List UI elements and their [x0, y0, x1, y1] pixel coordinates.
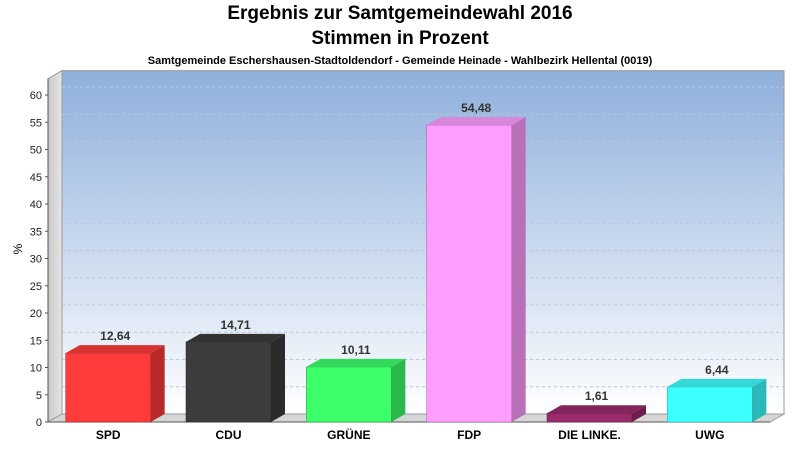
x-tick-label: GRÜNE	[327, 427, 370, 442]
bar-side	[752, 378, 767, 422]
plot-background	[61, 70, 785, 415]
bar-side	[511, 117, 526, 423]
chart-subtitle: Stimmen in Prozent	[311, 28, 489, 49]
y-tick-label: 35	[30, 226, 42, 238]
bar-side	[271, 333, 285, 422]
chart-title: Ergebnis zur Samtgemeindewahl 2016	[227, 3, 573, 24]
y-tick-label: 30	[30, 254, 42, 266]
data-label: 6,44	[705, 363, 729, 377]
bar-top	[547, 405, 646, 414]
bar	[546, 405, 646, 423]
bar	[306, 358, 406, 423]
x-tick-label: CDU	[216, 428, 242, 442]
y-tick-label: 10	[30, 363, 42, 375]
x-tick-label: SPD	[96, 428, 121, 442]
bar	[65, 345, 165, 423]
data-label: 54,48	[461, 101, 491, 115]
bar-top	[65, 345, 165, 354]
plot-left-wall	[47, 69, 63, 423]
data-label: 1,61	[585, 389, 609, 403]
bar-side	[632, 405, 646, 422]
y-tick-label: 40	[30, 199, 42, 211]
bar-front	[426, 124, 512, 423]
y-tick-label: 5	[36, 390, 42, 402]
bar	[185, 333, 285, 423]
y-tick-label: 20	[30, 308, 42, 320]
y-tick-label: 50	[30, 145, 42, 157]
y-tick-label: 25	[30, 281, 42, 293]
y-tick-label: 45	[30, 172, 42, 184]
bar-front	[546, 412, 633, 423]
y-tick-label: 0	[36, 417, 42, 429]
y-tick-label: 55	[30, 117, 42, 129]
bar-front	[185, 341, 272, 423]
y-axis-label: %	[11, 243, 25, 254]
chart-caption: Samtgemeinde Eschershausen-Stadtoldendor…	[147, 55, 653, 67]
bar-top	[426, 117, 526, 126]
x-tick-label: UWG	[695, 428, 724, 442]
bar-front	[667, 386, 753, 423]
y-tick-label: 60	[30, 90, 42, 102]
data-label: 12,64	[100, 329, 130, 343]
data-label: 14,71	[220, 318, 250, 332]
bar-top	[306, 358, 406, 367]
bar-top	[667, 378, 767, 387]
bar-front	[306, 366, 392, 423]
bar-side	[150, 345, 165, 422]
bar-side	[391, 358, 406, 422]
x-tick-label: DIE LINKE.	[558, 428, 621, 442]
bar-front	[65, 352, 151, 423]
x-tick-label: FDP	[457, 428, 481, 442]
y-tick-label: 15	[30, 335, 42, 347]
bar	[426, 117, 526, 423]
bar-top	[186, 333, 285, 342]
data-label: 10,11	[341, 343, 371, 357]
bar	[667, 378, 767, 423]
